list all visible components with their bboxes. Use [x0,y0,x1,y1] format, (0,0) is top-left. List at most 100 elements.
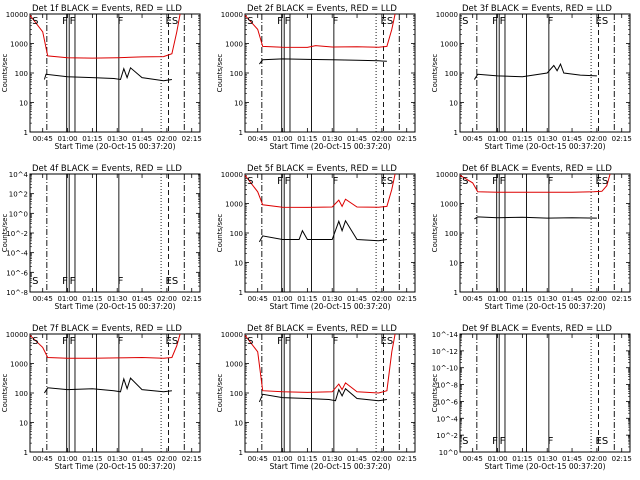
event-marker-label: F [62,276,68,287]
y-axis-label: Counts/sec [431,54,439,93]
y-tick-label: 10^-2 [6,230,28,238]
event-marker-label: ES [381,16,394,27]
x-axis-label: Start Time (20-Oct-15 00:37:20) [269,302,390,311]
x-tick-label: 00:45 [248,135,268,143]
event-marker-label: F [70,336,76,347]
y-tick-label: 1000 [225,201,243,209]
x-tick-label: 01:45 [562,135,582,143]
chart-panel-2: Det 2f BLACK = Events, RED = LLD Counts/s… [216,4,417,151]
chart-panel-9: Det 9f BLACK = Events, RED = LLD Counts/s… [431,324,632,471]
y-tick-label: 1000 [440,201,458,209]
x-axis-label: Start Time (20-Oct-15 00:37:20) [484,462,605,471]
series-line-events [258,387,387,403]
y-tick-label: 10000 [436,171,458,179]
y-tick-label: 1000 [225,41,243,49]
x-tick-label: 01:00 [57,135,77,143]
y-tick-label: 10^-6 [436,398,458,406]
event-marker-label: S [32,16,38,27]
x-axis-label: Start Time (20-Oct-15 00:37:20) [484,142,605,151]
x-tick-label: 01:00 [272,135,292,143]
y-axis-label: Counts/sec [431,214,439,253]
x-tick-label: 02:00 [372,295,392,303]
x-tick-label: 01:00 [57,295,77,303]
x-tick-label: 01:30 [107,135,127,143]
chart-title: Det 8f BLACK = Events, RED = LLD [247,324,397,334]
x-tick-label: 01:15 [297,295,317,303]
chart-panel-1: Det 1f BLACK = Events, RED = LLD Counts/s… [1,4,202,151]
x-tick-label: 00:45 [248,295,268,303]
x-tick-label: 01:00 [487,135,507,143]
event-marker-label: S [247,336,253,347]
event-marker-label: F [333,176,339,187]
x-tick-label: 01:45 [562,455,582,463]
event-marker-label: F [277,176,283,187]
chart-title: Det 3f BLACK = Events, RED = LLD [462,4,612,14]
y-tick-label: 10^-4 [6,250,28,258]
chart-panel-8: Det 8f BLACK = Events, RED = LLD Counts/s… [216,324,417,471]
y-tick-label: 100 [15,70,28,78]
x-tick-label: 00:45 [463,295,483,303]
y-tick-label: 10^-10 [432,365,458,373]
event-marker-label: F [285,16,291,27]
y-tick-label: 10^-8 [6,289,28,297]
x-axis-label: Start Time (20-Oct-15 00:37:20) [269,462,390,471]
y-tick-label: 10^-8 [436,382,458,390]
x-axis-label: Start Time (20-Oct-15 00:37:20) [54,462,175,471]
y-tick-label: 10 [234,260,243,268]
y-axis-label: Counts/sec [216,54,224,93]
x-tick-label: 02:15 [612,295,632,303]
event-marker-label: ES [596,436,609,447]
event-marker-label: S [462,436,468,447]
y-tick-label: 10^-12 [432,348,458,356]
x-tick-label: 01:45 [347,295,367,303]
y-axis-label: Counts/sec [431,374,439,413]
y-tick-label: 10^2 [9,191,28,199]
y-tick-label: 1000 [10,361,28,369]
x-tick-label: 01:30 [107,455,127,463]
y-tick-label: 10^4 [9,171,29,179]
event-marker-label: F [548,176,554,187]
x-tick-label: 02:00 [157,135,177,143]
y-axis-label: Counts/sec [1,214,9,253]
chart-panel-7: Det 7f BLACK = Events, RED = LLD Counts/s… [1,324,202,471]
event-marker-label: F [500,16,506,27]
x-tick-label: 01:15 [512,135,532,143]
chart-title: Det 9f BLACK = Events, RED = LLD [462,324,612,334]
x-tick-label: 01:15 [297,455,317,463]
y-tick-label: 1 [239,289,243,297]
x-axis-label: Start Time (20-Oct-15 00:37:20) [269,142,390,151]
x-tick-label: 02:00 [587,295,607,303]
event-marker-label: ES [381,336,394,347]
event-marker-label: ES [166,276,179,287]
y-tick-label: 10 [449,100,458,108]
y-tick-label: 10 [19,100,28,108]
y-tick-label: 1 [24,129,28,137]
x-axis-label: Start Time (20-Oct-15 00:37:20) [484,302,605,311]
y-tick-label: 10000 [6,331,28,339]
y-axis-label: Counts/sec [216,374,224,413]
event-marker-label: F [500,436,506,447]
y-tick-label: 1000 [10,41,28,49]
chart-title: Det 4f BLACK = Events, RED = LLD [32,164,182,174]
event-marker-label: ES [596,176,609,187]
y-tick-label: 10^-4 [436,415,458,423]
y-tick-label: 10000 [221,171,243,179]
x-tick-label: 00:45 [33,135,53,143]
series-line-events [258,219,387,243]
x-tick-label: 01:00 [487,455,507,463]
x-tick-label: 01:30 [322,135,342,143]
x-tick-label: 01:30 [322,295,342,303]
x-tick-label: 01:15 [512,455,532,463]
y-tick-label: 10^-14 [432,331,459,339]
x-tick-label: 02:15 [397,135,417,143]
plot-frame [244,333,416,453]
x-tick-label: 01:45 [347,455,367,463]
x-tick-label: 02:00 [587,135,607,143]
event-marker-label: S [462,16,468,27]
y-tick-label: 100 [445,230,458,238]
y-tick-label: 10 [234,100,243,108]
y-tick-label: 10000 [436,11,458,19]
x-tick-label: 02:15 [612,135,632,143]
event-marker-label: F [492,176,498,187]
event-marker-label: S [247,176,253,187]
